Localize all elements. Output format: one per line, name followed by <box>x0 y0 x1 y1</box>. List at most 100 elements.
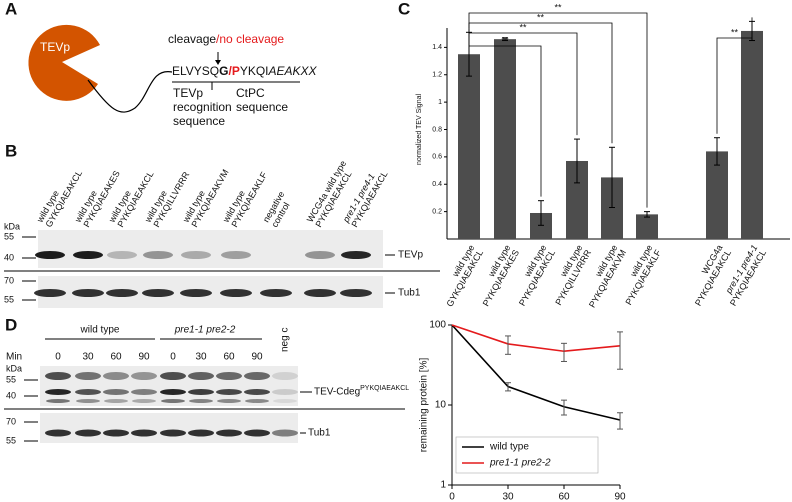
band-label: Tub1 <box>308 428 331 439</box>
band <box>216 389 242 395</box>
band <box>106 289 138 297</box>
band <box>341 251 371 259</box>
significance-bracket <box>716 17 753 134</box>
kda-label: kDa <box>4 221 20 231</box>
panel-label: B <box>5 141 17 160</box>
x-tick-label: wild typeGYKQIAEAKCL <box>436 243 485 308</box>
band <box>304 289 336 297</box>
time-tick: 90 <box>251 352 263 363</box>
y-axis-label: remaining protein [%] <box>419 358 430 453</box>
band-label: TEV-CdegPYKQIAEAKCL <box>314 385 409 398</box>
series-line <box>451 324 621 421</box>
band <box>132 399 156 403</box>
time-tick: 30 <box>82 352 94 363</box>
bar <box>494 39 516 239</box>
lane-label: negativecontrol <box>261 190 295 229</box>
y-tick-label: 1.2 <box>432 72 442 79</box>
band <box>161 399 185 403</box>
cleavage-label: cleavage <box>168 32 216 46</box>
band <box>180 289 212 297</box>
band-label: TEVp <box>398 250 423 261</box>
bar <box>458 54 480 239</box>
marker-label: 70 <box>4 275 14 285</box>
time-tick: 60 <box>223 352 235 363</box>
kda-label: kDa <box>6 363 22 373</box>
band <box>45 372 71 380</box>
significance-label: ** <box>554 2 562 12</box>
recognition-label: TEVp <box>173 86 203 100</box>
significance-bracket <box>468 28 542 197</box>
band <box>189 399 213 403</box>
band <box>45 389 71 395</box>
band <box>221 251 251 259</box>
band <box>244 429 270 437</box>
legend-box <box>455 436 599 474</box>
panel-label: D <box>5 315 17 334</box>
bar <box>636 214 658 239</box>
sequence-part: AEAKXX <box>268 64 318 78</box>
band <box>35 251 65 259</box>
time-label: Min <box>6 352 22 363</box>
panel-label: A <box>5 0 17 18</box>
y-tick-label: 0.8 <box>432 126 442 133</box>
y-tick-label: 1 <box>440 480 446 491</box>
band <box>34 289 66 297</box>
band <box>260 289 292 297</box>
marker-label: 55 <box>4 231 14 241</box>
band-label: Tub1 <box>398 288 421 299</box>
band <box>220 289 252 297</box>
neg-lane-label: neg c <box>280 328 291 352</box>
band <box>272 429 298 437</box>
band <box>131 389 157 395</box>
band <box>75 429 101 437</box>
significance-bracket <box>468 28 578 136</box>
significance-label: ** <box>501 35 509 45</box>
y-tick-label: 100 <box>429 320 446 331</box>
time-tick: 90 <box>138 352 150 363</box>
band <box>305 251 335 259</box>
legend-label: wild type <box>489 442 529 453</box>
marker-label: 40 <box>6 390 16 400</box>
blot <box>40 413 298 443</box>
band <box>103 389 129 395</box>
y-axis-label: normalized TEV Signal <box>416 94 423 166</box>
band <box>103 372 129 380</box>
band <box>244 389 270 395</box>
x-tick-label: WCG4aPYKQIAEAKCL <box>685 243 734 308</box>
recognition-label: recognition <box>173 100 232 114</box>
band <box>216 372 242 380</box>
significance-label: ** <box>519 22 527 32</box>
band <box>45 429 71 437</box>
sequence-part: YKQI <box>240 64 269 78</box>
band <box>72 289 104 297</box>
band <box>160 372 186 380</box>
band <box>142 289 174 297</box>
band <box>188 429 214 437</box>
sequence-part: ELVYSQ <box>172 64 219 78</box>
x-tick-label: 60 <box>558 492 570 502</box>
sequence: ELVYSQG/PYKQIAEAKXX <box>172 64 318 78</box>
band <box>188 389 214 395</box>
panel-label: C <box>398 0 410 18</box>
bar <box>601 177 623 239</box>
marker-label: 55 <box>6 374 16 384</box>
bar <box>706 151 728 239</box>
band <box>160 429 186 437</box>
blot <box>38 230 383 268</box>
group-label: pre1-1 pre2-2 <box>174 325 236 336</box>
time-tick: 0 <box>55 352 61 363</box>
marker-label: 55 <box>6 435 16 445</box>
band <box>143 251 173 259</box>
y-tick-label: 1.4 <box>432 44 442 51</box>
band <box>131 372 157 380</box>
band <box>245 399 269 403</box>
series-line <box>451 324 621 353</box>
tevp-shape <box>28 24 101 101</box>
band <box>244 372 270 380</box>
bar <box>566 160 588 239</box>
band <box>104 399 128 403</box>
time-tick: 30 <box>195 352 207 363</box>
significance-label: ** <box>537 12 545 22</box>
significance-label: ** <box>731 27 739 37</box>
band <box>272 389 298 395</box>
